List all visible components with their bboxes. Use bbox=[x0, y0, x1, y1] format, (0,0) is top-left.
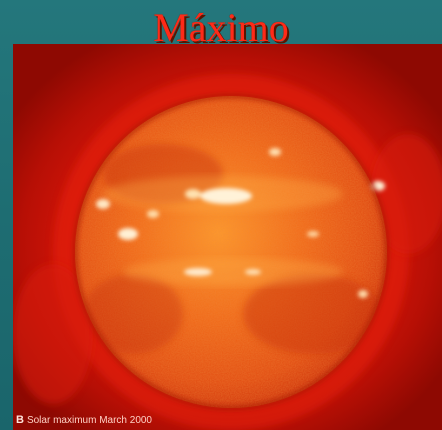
panel-letter: B bbox=[16, 414, 24, 426]
image-caption: B Solar maximum March 2000 bbox=[16, 414, 152, 427]
slide-title: Máximo bbox=[153, 5, 289, 50]
sun-illustration bbox=[13, 44, 442, 430]
sun-image: B Solar maximum March 2000 bbox=[13, 44, 442, 430]
caption-text: Solar maximum March 2000 bbox=[26, 415, 152, 426]
